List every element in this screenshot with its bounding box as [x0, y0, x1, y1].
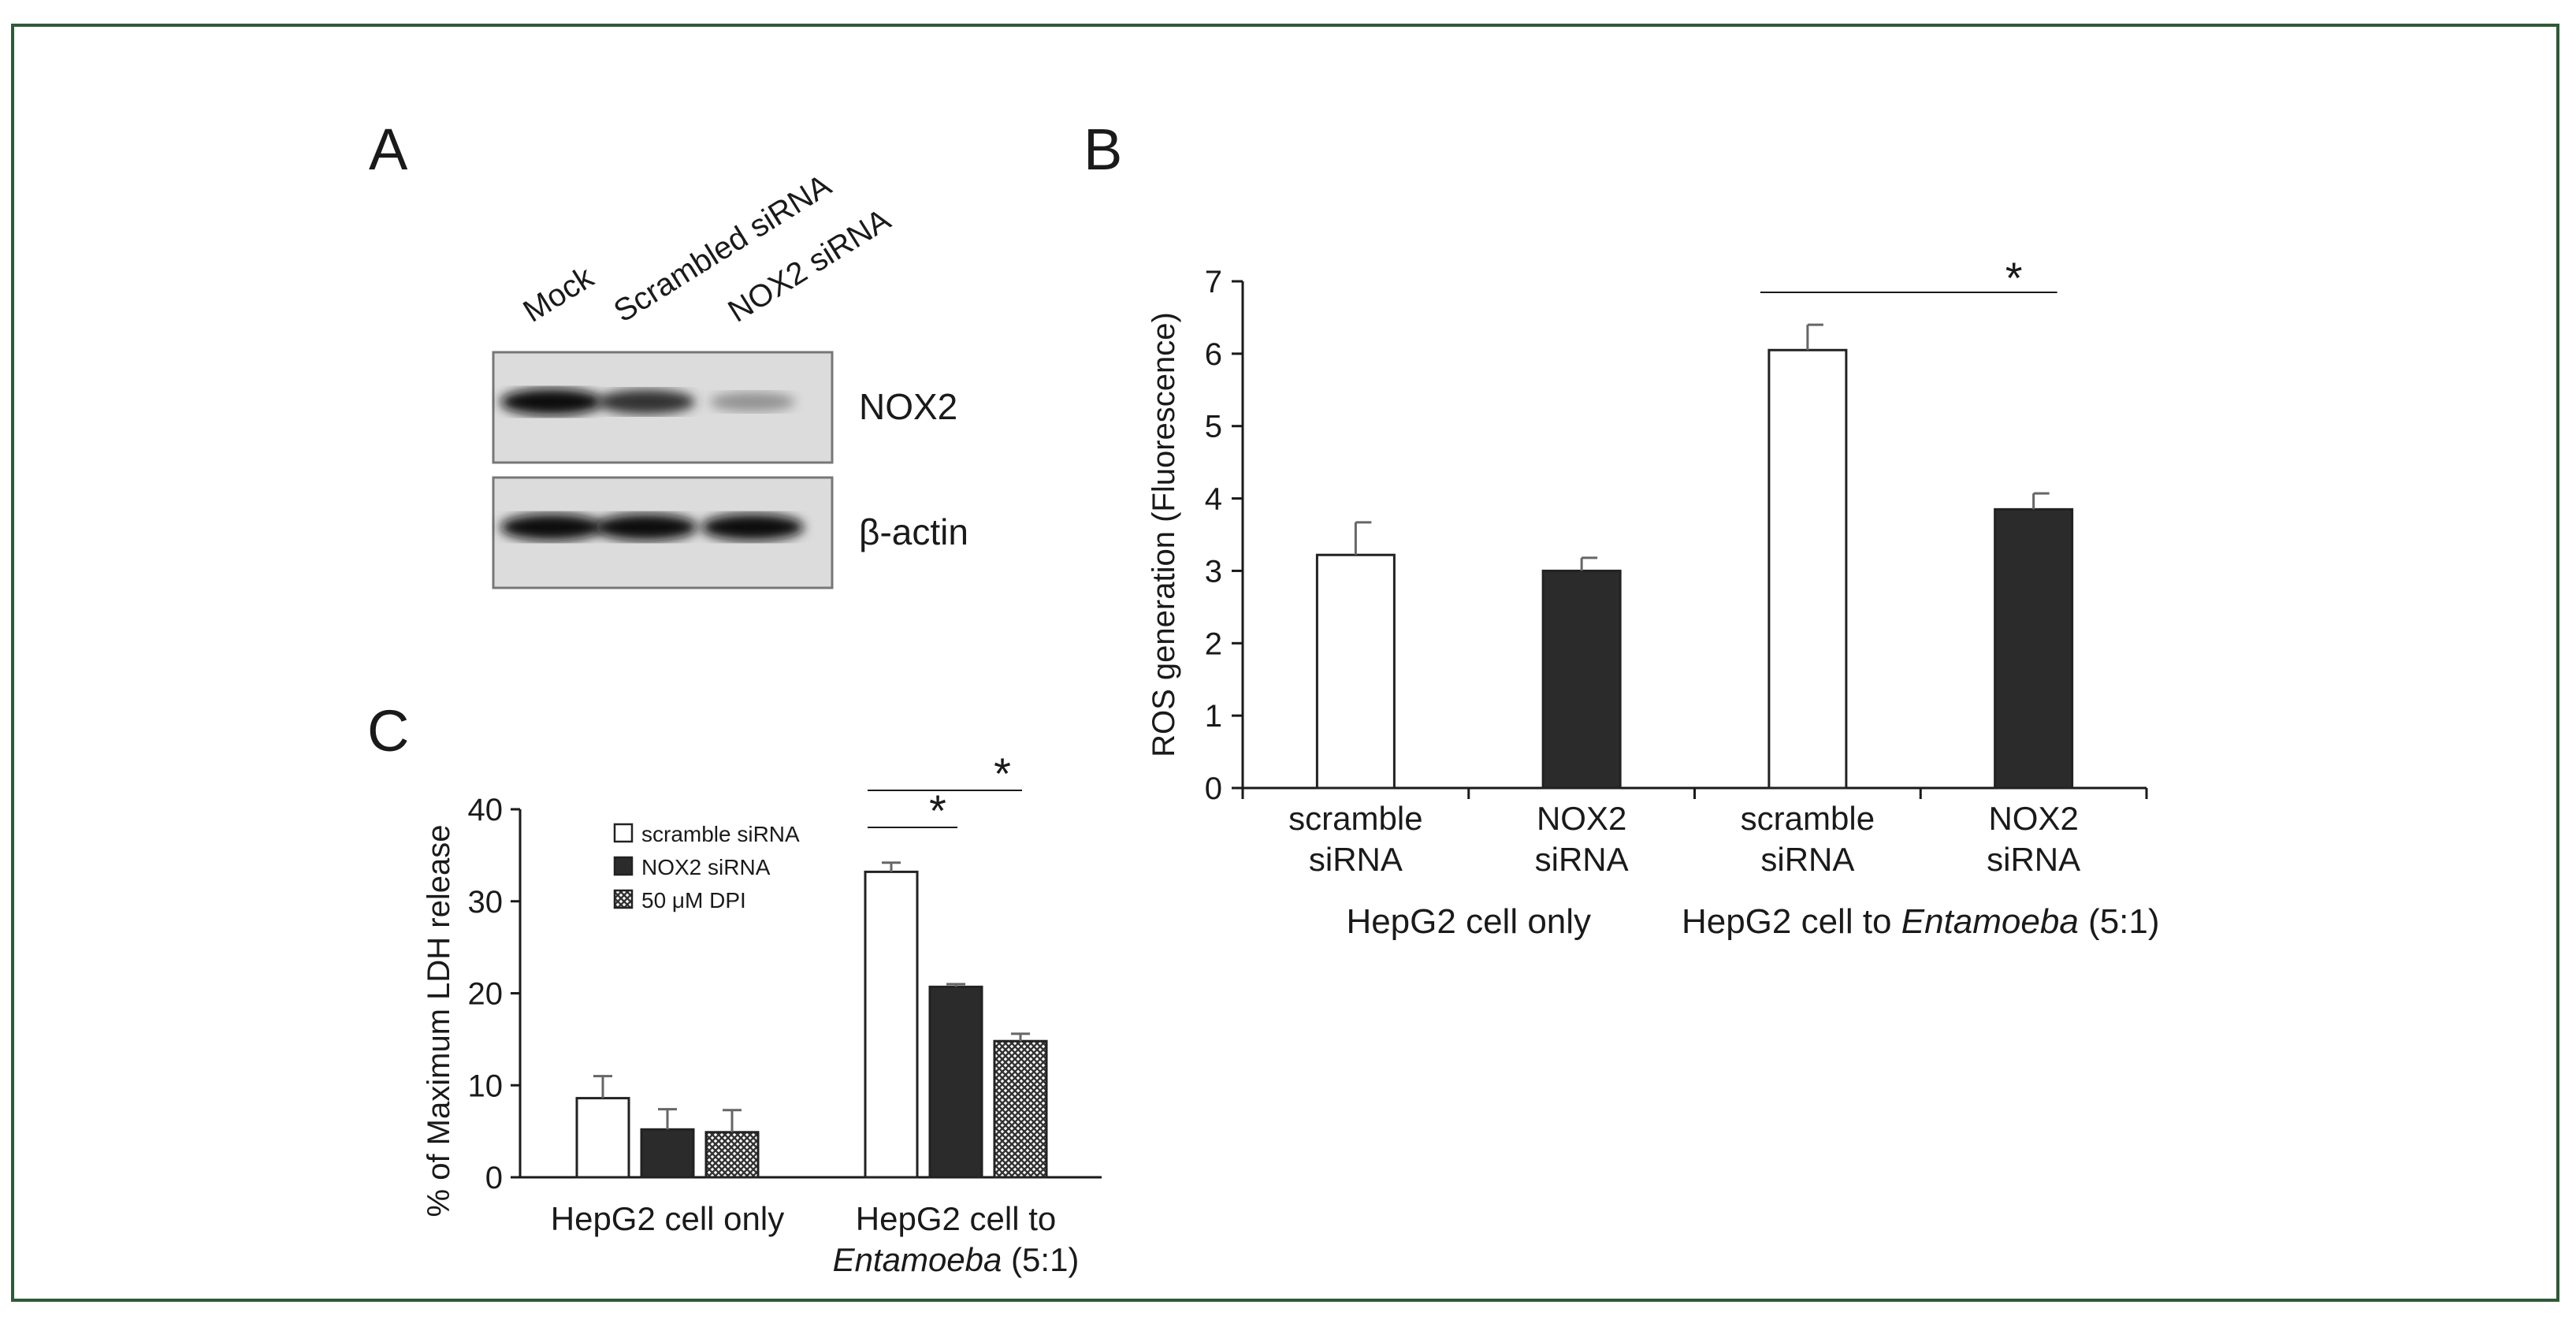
- blot-band: [701, 514, 804, 541]
- group-label-text: HepG2 cell to: [1682, 902, 1901, 941]
- y-tick-label: 20: [468, 977, 504, 1012]
- legend-entry: scramble siRNA: [641, 822, 800, 846]
- group-label-line2: Entamoeba (5:1): [833, 1241, 1080, 1278]
- blot-band: [500, 388, 603, 415]
- y-axis-label: ROS generation (Fluorescence): [1147, 312, 1181, 757]
- y-tick-label: 40: [468, 793, 504, 827]
- legend-entry: NOX2 siRNA: [641, 855, 771, 879]
- bar: [575, 1097, 630, 1179]
- y-tick-label: 4: [1205, 482, 1222, 517]
- blot-label: NOX2: [859, 386, 957, 427]
- bar: [1994, 507, 2074, 790]
- blot-strip-1: NOX2: [492, 351, 957, 464]
- category-label: NOX2: [1988, 800, 2078, 837]
- bar: [864, 870, 919, 1179]
- group-label-line1: HepG2 cell only: [551, 1200, 784, 1237]
- legend-swatch: [613, 856, 634, 876]
- blot-label: β-actin: [859, 511, 968, 552]
- legend-swatch: [613, 823, 634, 843]
- y-tick-label: 10: [468, 1069, 504, 1103]
- group-label-line1: HepG2 cell to: [856, 1200, 1056, 1237]
- blot-strip-2: β-actin: [492, 476, 968, 589]
- bar: [1541, 569, 1622, 790]
- y-tick-label: 5: [1205, 410, 1222, 444]
- figure-frame: [11, 24, 2559, 1302]
- blot-band: [709, 392, 796, 412]
- category-label: siRNA: [1987, 841, 2080, 878]
- y-axis-label: % of Maximum LDH release: [422, 825, 456, 1217]
- group-label-italic: Entamoeba: [1901, 902, 2079, 941]
- panel-b-letter: B: [1084, 117, 1122, 182]
- y-tick-label: 0: [1205, 771, 1222, 806]
- y-tick-label: 2: [1205, 626, 1222, 661]
- y-tick-label: 1: [1205, 699, 1222, 734]
- blot-band: [597, 389, 696, 414]
- bar: [1768, 348, 1848, 790]
- panel-a-letter: A: [369, 117, 408, 182]
- significance-star: *: [929, 786, 946, 835]
- group-label: HepG2 cell only: [1346, 902, 1591, 941]
- legend-swatch: [613, 889, 634, 909]
- y-tick-label: 30: [468, 885, 504, 920]
- legend-entry: 50 μM DPI: [641, 888, 746, 913]
- group-label-text: HepG2 cell only: [1346, 902, 1591, 941]
- y-tick-label: 7: [1205, 265, 1222, 299]
- bar: [928, 985, 983, 1179]
- category-label: siRNA: [1535, 841, 1629, 878]
- bar: [1315, 553, 1396, 790]
- panel-b-ros-chart: B 0 1 2 3 4 5 6 7 ROS generation (Fluorescence) s…: [1084, 117, 2160, 941]
- category-label: siRNA: [1309, 841, 1403, 878]
- category-label: scramble: [1741, 800, 1875, 837]
- blot-band: [595, 514, 697, 541]
- panel-c-ldh-chart: C 0 10 20 30 40 % of Maximum LDH release scram…: [367, 698, 1102, 1278]
- category-label: scramble: [1288, 800, 1422, 837]
- category-label: siRNA: [1760, 841, 1854, 878]
- blot-band: [500, 514, 603, 541]
- bar: [640, 1128, 695, 1179]
- significance-star: *: [2005, 253, 2023, 303]
- group-label-italic: Entamoeba: [833, 1241, 1002, 1278]
- group-label-suffix: (5:1): [2079, 902, 2160, 941]
- bar: [704, 1131, 760, 1179]
- significance-star: *: [994, 749, 1011, 798]
- group-label-suffix: (5:1): [1002, 1241, 1079, 1278]
- y-tick-label: 6: [1205, 337, 1222, 372]
- blot-strips: NOX2 β-actin: [492, 351, 968, 589]
- bar: [993, 1039, 1048, 1179]
- panel-c-letter: C: [367, 698, 409, 764]
- category-label: NOX2: [1537, 800, 1626, 837]
- group-label: HepG2 cell to Entamoeba (5:1): [1682, 902, 2160, 941]
- lane-label: Mock: [517, 259, 600, 329]
- y-tick-label: 0: [485, 1161, 503, 1195]
- y-tick-label: 3: [1205, 554, 1222, 589]
